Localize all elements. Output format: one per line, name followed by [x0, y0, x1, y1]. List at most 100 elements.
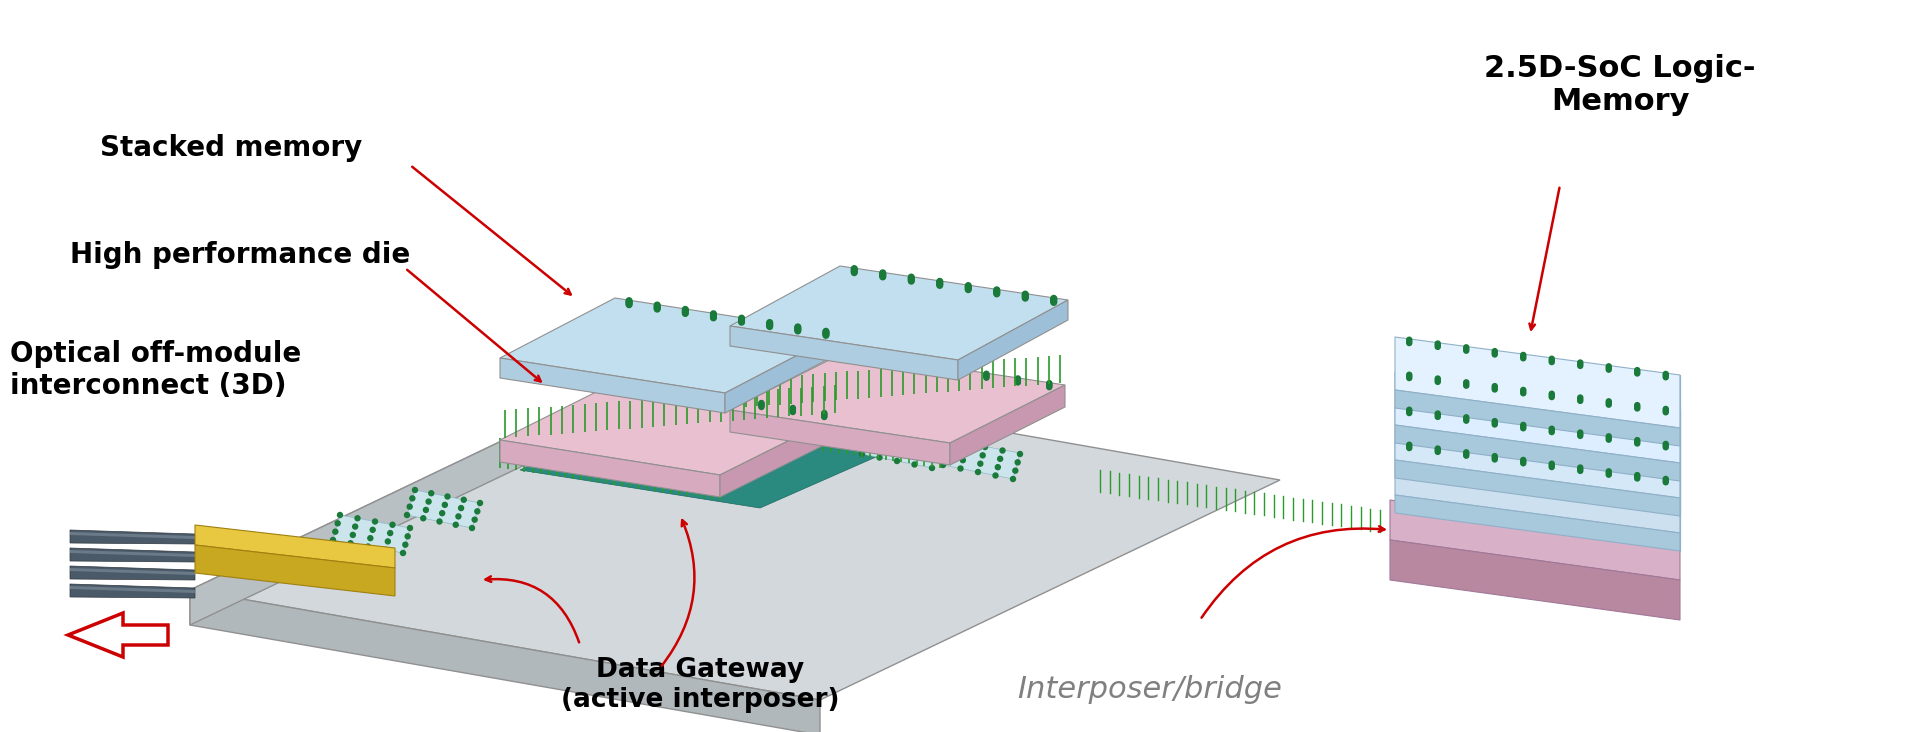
Circle shape	[1549, 463, 1555, 468]
Circle shape	[695, 390, 701, 395]
Circle shape	[1664, 373, 1667, 378]
Circle shape	[711, 315, 716, 321]
Circle shape	[1549, 430, 1555, 435]
Polygon shape	[1394, 425, 1681, 481]
Circle shape	[1635, 404, 1641, 409]
Circle shape	[388, 531, 393, 536]
Circle shape	[965, 286, 970, 291]
Circle shape	[1492, 387, 1497, 392]
Circle shape	[472, 518, 478, 522]
Circle shape	[795, 324, 800, 329]
Circle shape	[965, 285, 970, 291]
Circle shape	[921, 366, 926, 371]
Text: Optical off-module
interconnect (3D): Optical off-module interconnect (3D)	[10, 340, 302, 400]
Circle shape	[944, 454, 947, 459]
Circle shape	[821, 413, 827, 417]
Circle shape	[877, 455, 882, 460]
Circle shape	[439, 511, 445, 515]
Circle shape	[1408, 444, 1411, 449]
Circle shape	[858, 355, 863, 360]
Circle shape	[867, 425, 873, 430]
Polygon shape	[730, 326, 959, 380]
Circle shape	[858, 354, 863, 359]
Polygon shape	[1390, 540, 1681, 620]
Circle shape	[1549, 428, 1555, 433]
Circle shape	[1434, 448, 1440, 452]
Circle shape	[1606, 367, 1612, 372]
Circle shape	[1635, 370, 1641, 374]
Circle shape	[711, 312, 716, 318]
Circle shape	[1578, 468, 1583, 474]
Circle shape	[428, 490, 434, 496]
Circle shape	[1022, 293, 1028, 299]
Circle shape	[1022, 294, 1028, 299]
Polygon shape	[730, 266, 1068, 360]
Circle shape	[1492, 457, 1497, 462]
Circle shape	[1492, 420, 1497, 425]
Circle shape	[909, 275, 915, 280]
Circle shape	[1578, 395, 1583, 400]
Circle shape	[938, 282, 942, 288]
Circle shape	[1549, 391, 1555, 396]
Circle shape	[993, 289, 999, 295]
Circle shape	[386, 539, 390, 544]
Polygon shape	[71, 550, 195, 557]
Circle shape	[1050, 299, 1056, 305]
Circle shape	[634, 383, 638, 387]
Circle shape	[852, 266, 858, 272]
Circle shape	[1578, 465, 1583, 470]
Circle shape	[1463, 381, 1469, 386]
Circle shape	[911, 462, 917, 467]
Circle shape	[665, 386, 670, 392]
Circle shape	[1549, 395, 1555, 400]
Polygon shape	[1394, 460, 1681, 516]
Circle shape	[1463, 418, 1469, 423]
Circle shape	[424, 507, 428, 512]
Circle shape	[634, 384, 638, 389]
Circle shape	[1664, 441, 1667, 447]
Circle shape	[739, 317, 745, 323]
Circle shape	[1606, 365, 1612, 370]
Circle shape	[1578, 432, 1583, 437]
Circle shape	[1520, 459, 1526, 464]
Circle shape	[1012, 468, 1018, 473]
Circle shape	[682, 309, 688, 315]
Circle shape	[1606, 436, 1612, 441]
Circle shape	[768, 322, 772, 328]
Circle shape	[768, 323, 772, 329]
Circle shape	[860, 452, 865, 457]
Circle shape	[965, 287, 970, 293]
Circle shape	[1463, 453, 1469, 458]
Circle shape	[1050, 298, 1056, 304]
Circle shape	[768, 320, 772, 325]
Circle shape	[1578, 398, 1583, 403]
Circle shape	[413, 488, 418, 493]
Circle shape	[861, 443, 867, 448]
Polygon shape	[195, 525, 395, 568]
Circle shape	[953, 367, 957, 372]
Circle shape	[881, 272, 886, 278]
Circle shape	[1635, 403, 1641, 408]
Text: Stacked memory: Stacked memory	[99, 134, 363, 162]
Circle shape	[655, 303, 661, 309]
Circle shape	[665, 389, 670, 395]
Circle shape	[858, 354, 863, 359]
Circle shape	[405, 512, 409, 518]
Circle shape	[426, 499, 432, 504]
Circle shape	[338, 512, 342, 518]
Circle shape	[1463, 415, 1469, 420]
Circle shape	[739, 318, 745, 324]
Circle shape	[350, 532, 355, 537]
Circle shape	[1578, 362, 1583, 367]
Circle shape	[758, 403, 764, 408]
Circle shape	[655, 304, 661, 310]
Circle shape	[1463, 348, 1469, 353]
Circle shape	[909, 276, 915, 282]
Circle shape	[1549, 358, 1555, 363]
Polygon shape	[500, 440, 720, 497]
Circle shape	[1408, 407, 1411, 412]
Polygon shape	[944, 440, 1020, 479]
Circle shape	[978, 461, 984, 466]
Circle shape	[1016, 380, 1020, 385]
Circle shape	[965, 283, 970, 288]
